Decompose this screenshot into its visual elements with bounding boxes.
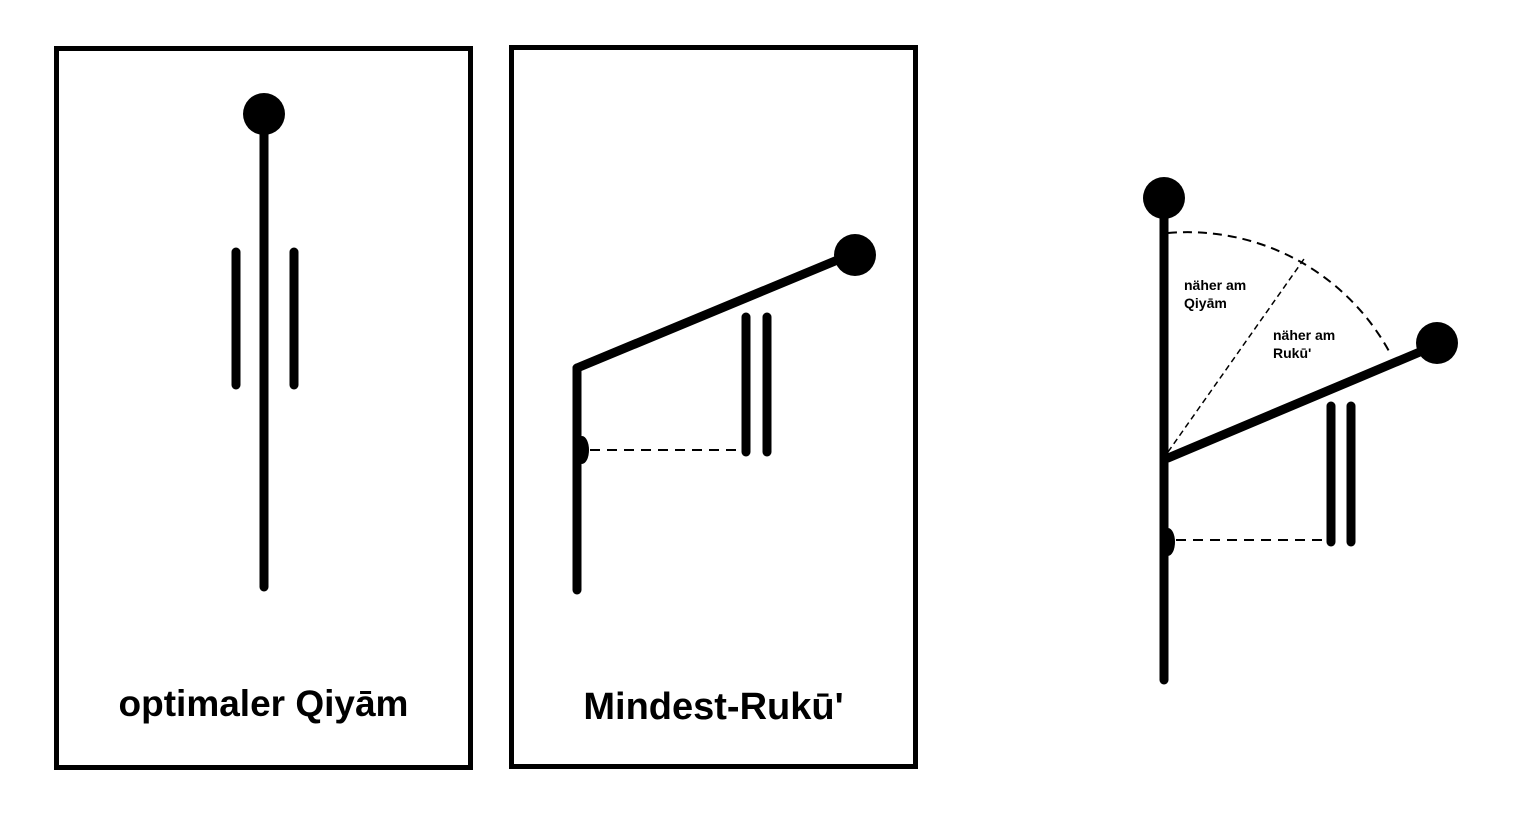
standing-figure — [231, 93, 299, 592]
rotation-arc-dashed — [1167, 231, 1391, 354]
figure-back — [1163, 341, 1439, 463]
figure-head — [834, 234, 876, 276]
figure-knee — [1161, 528, 1175, 556]
caption-minimum-ruku: Mindest-Rukū' — [583, 686, 844, 728]
label-closer-to-qiyam-line2: Qiyām — [1184, 295, 1227, 311]
figure-head — [1416, 322, 1458, 364]
label-closer-to-qiyam-line1: näher am — [1184, 277, 1246, 293]
comparison-drawing: näher am Qiyām näher am Rukū' — [1143, 177, 1458, 685]
label-closer-to-ruku-line1: näher am — [1273, 327, 1335, 343]
bowing-figure — [572, 234, 876, 595]
figure-back — [572, 249, 857, 373]
reference-head — [1143, 177, 1185, 219]
figure-knee — [575, 436, 589, 464]
panel-optimal-qiyam: optimaler Qiyām — [54, 46, 473, 770]
comparison-figure: näher am Qiyām näher am Rukū' — [1100, 160, 1500, 720]
label-closer-to-ruku-line2: Rukū' — [1273, 345, 1311, 361]
figure-head — [243, 93, 285, 135]
panel-minimum-ruku: Mindest-Rukū' — [509, 45, 918, 769]
caption-optimal-qiyam: optimaler Qiyām — [118, 683, 409, 724]
